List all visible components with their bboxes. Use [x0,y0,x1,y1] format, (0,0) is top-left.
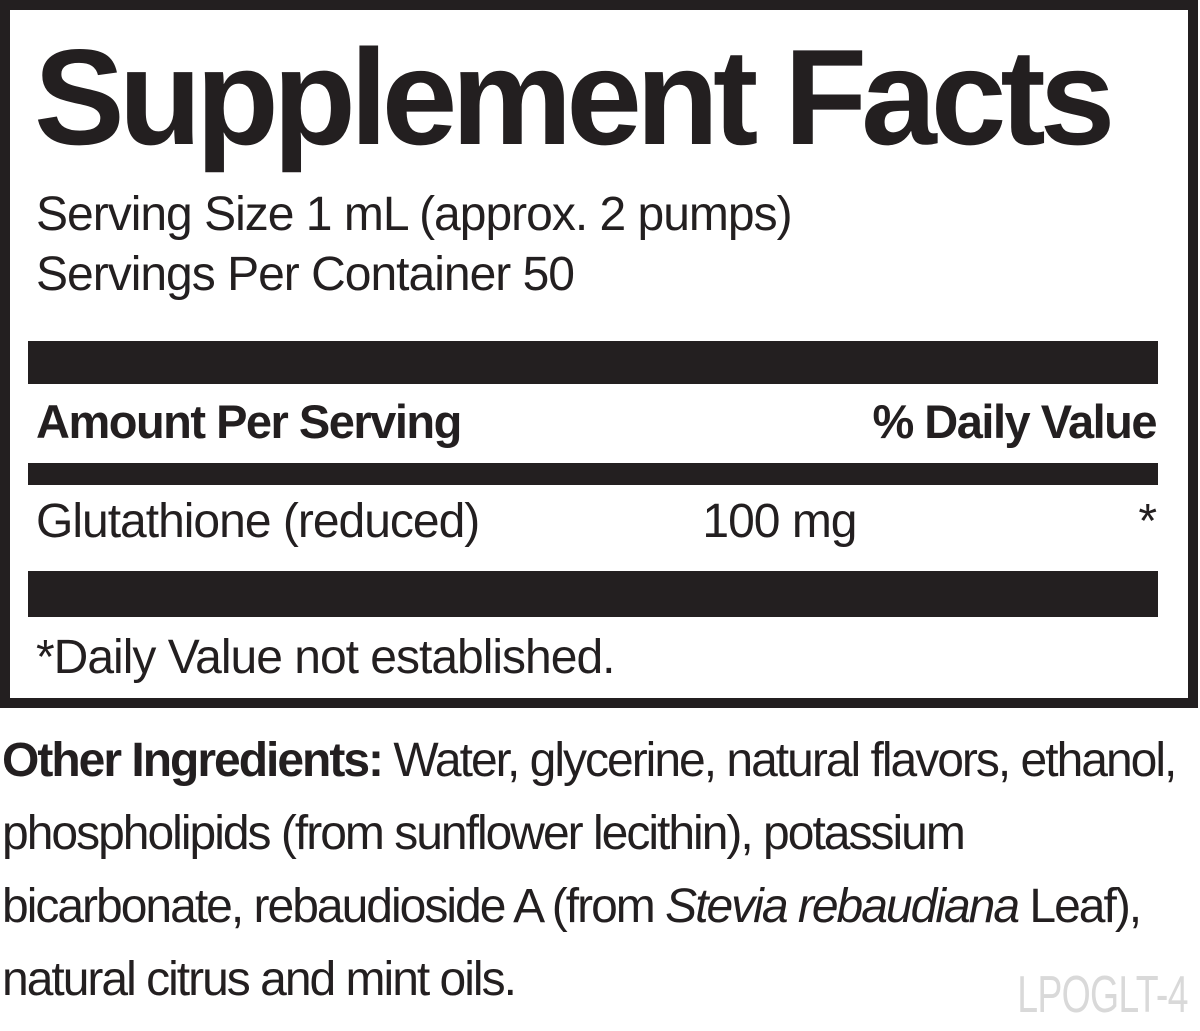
other-ingredients-line3-before: bicarbonate, rebaudioside A (from [2,880,666,933]
other-ingredients-line: Other Ingredients: Water, glycerine, nat… [2,724,1200,797]
table-header-row: Amount Per Serving % Daily Value [28,394,1158,450]
other-ingredients-paragraph: Other Ingredients: Water, glycerine, nat… [2,724,1200,1016]
other-ingredients-line: bicarbonate, rebaudioside A (from Stevia… [2,870,1200,943]
servings-per-container-text: Servings Per Container 50 [36,247,575,301]
ingredient-amount: 100 mg [702,494,857,548]
daily-value-header: % Daily Value [872,394,1157,448]
daily-value-footnote: *Daily Value not established. [36,630,615,684]
other-ingredients-line3-after: Leaf), [1018,880,1142,933]
amount-per-serving-header: Amount Per Serving [36,394,462,448]
divider-bar-thin [28,462,1158,485]
divider-bar-thick-top [28,340,1158,384]
supplement-facts-panel: Supplement Facts Serving Size 1 mL (appr… [0,0,1198,708]
other-ingredients-line: natural citrus and mint oils. [2,953,517,1006]
ingredient-name: Glutathione (reduced) [36,494,480,548]
ingredient-daily-value: * [1138,494,1157,548]
ingredient-row: Glutathione (reduced) 100 mg * [28,493,1158,551]
panel-title: Supplement Facts [34,21,1115,173]
other-ingredients-species-italic: Stevia rebaudiana [665,880,1020,933]
other-ingredients-line1-text: Water, glycerine, natural flavors, ethan… [382,734,1177,787]
other-ingredients-line: phospholipids (from sunflower lecithin),… [2,807,966,860]
product-code: LPOGLT-4 [1017,966,1189,1024]
serving-size-text: Serving Size 1 mL (approx. 2 pumps) [36,187,793,241]
other-ingredients-label: Other Ingredients: [2,734,384,787]
divider-bar-thick-bottom [28,570,1158,617]
